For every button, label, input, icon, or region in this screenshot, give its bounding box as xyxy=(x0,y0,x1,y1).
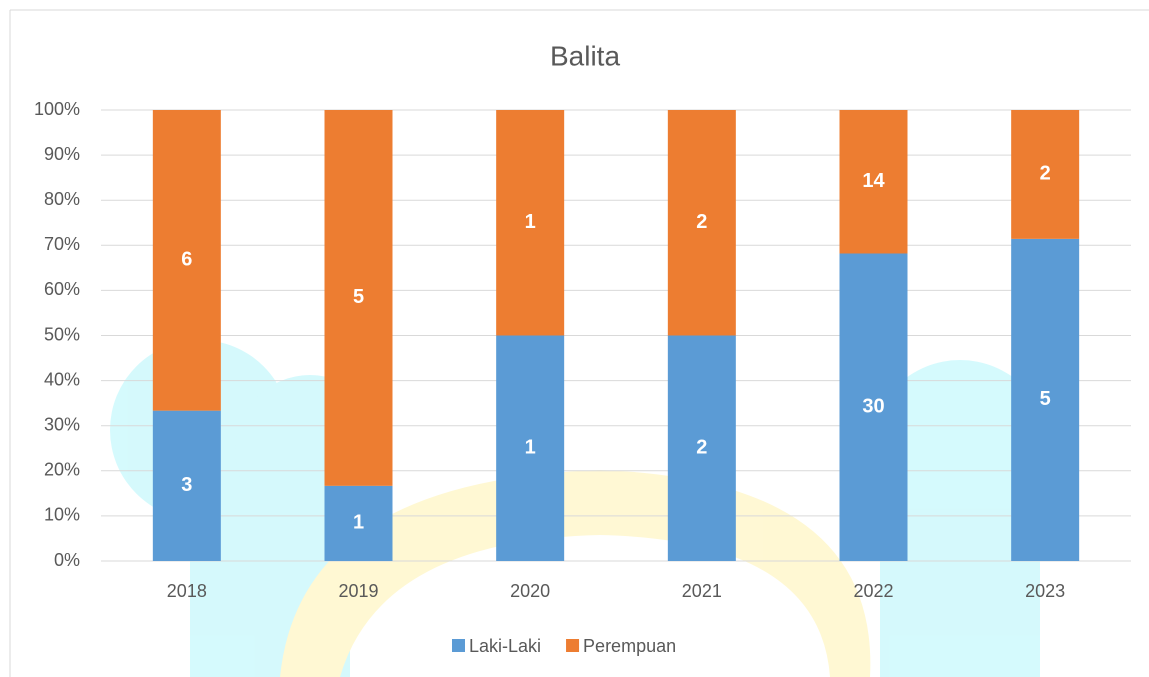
data-label: 30 xyxy=(862,396,884,418)
data-label: 1 xyxy=(525,437,536,459)
y-tick-label: 0% xyxy=(54,550,80,570)
data-label: 14 xyxy=(862,170,885,192)
x-tick-label: 2022 xyxy=(853,581,893,601)
data-label: 2 xyxy=(1040,163,1051,185)
x-tick-label: 2019 xyxy=(338,581,378,601)
y-tick-label: 100% xyxy=(34,99,80,119)
x-tick-label: 2020 xyxy=(510,581,550,601)
data-label: 6 xyxy=(181,249,192,271)
x-tick-label: 2018 xyxy=(167,581,207,601)
y-tick-label: 50% xyxy=(44,324,80,344)
y-tick-label: 10% xyxy=(44,505,80,525)
y-tick-label: 80% xyxy=(44,189,80,209)
data-label: 2 xyxy=(696,437,707,459)
y-tick-label: 20% xyxy=(44,460,80,480)
data-label: 3 xyxy=(181,474,192,496)
y-tick-label: 90% xyxy=(44,144,80,164)
y-tick-label: 70% xyxy=(44,234,80,254)
data-label: 5 xyxy=(1040,388,1051,410)
y-tick-label: 40% xyxy=(44,369,80,389)
y-tick-label: 60% xyxy=(44,279,80,299)
x-tick-label: 2023 xyxy=(1025,581,1065,601)
legend-swatch xyxy=(452,639,465,652)
chart: Balita 0% 10% 20% 30% 40% 50% 60% 70% 80% 90% 100%… xyxy=(0,0,1149,677)
legend-label: Laki-Laki xyxy=(469,636,541,656)
legend-label: Perempuan xyxy=(583,636,676,656)
legend-swatch xyxy=(566,639,579,652)
data-label: 5 xyxy=(353,286,364,308)
chart-title: Balita xyxy=(550,40,620,71)
data-label: 1 xyxy=(525,211,536,233)
x-tick-label: 2021 xyxy=(682,581,722,601)
data-label: 2 xyxy=(696,211,707,233)
watermark xyxy=(110,340,1050,677)
data-label: 1 xyxy=(353,512,364,534)
y-tick-label: 30% xyxy=(44,414,80,434)
